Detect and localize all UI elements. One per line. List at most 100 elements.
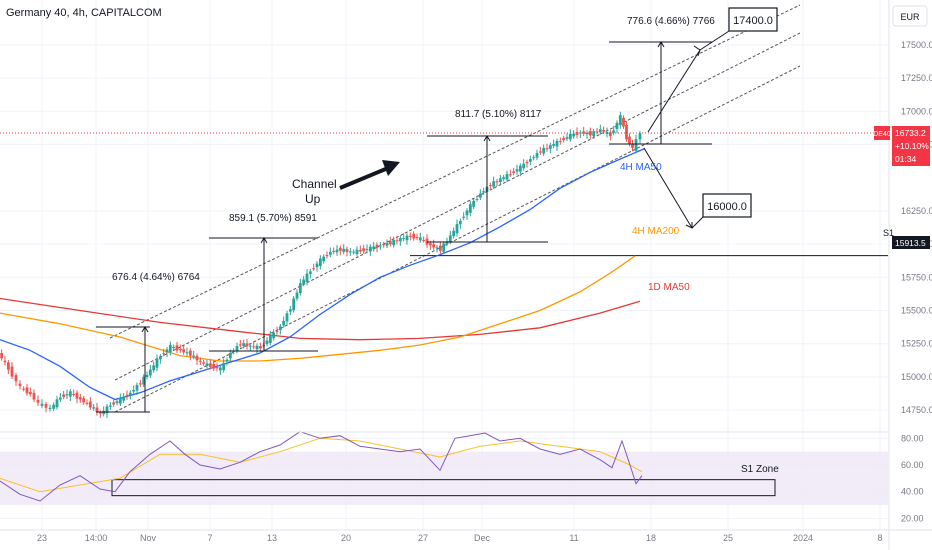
candle-body [228,352,232,359]
currency-label[interactable]: EUR [900,12,920,22]
price-tick-label: 15000.0 [901,372,932,382]
measure-4-label: 776.6 (4.66%) 7766 [627,16,715,27]
candle-body [492,181,496,187]
candle-body [315,263,319,268]
target-down-label: 16000.0 [707,201,747,213]
candle-body [575,131,579,135]
candle-body [478,193,482,198]
symbol-tag-bg [874,126,890,140]
rsi-tick-label: 40.00 [901,487,924,497]
candle-body [348,251,352,253]
candle-body [14,375,18,382]
candle-body [365,248,369,250]
indicator-lines [0,132,888,502]
s1-label: S1 [883,228,894,238]
time-tick-label: 13 [267,533,277,543]
candle-body [142,376,146,385]
price-tick-label: 15500.0 [901,305,932,315]
candle-body [125,394,129,397]
candle-body [412,233,416,239]
measurement-tools[interactable] [96,30,730,413]
candle-body [258,346,262,349]
candle-body [40,403,44,406]
rsi-s1-zone-box [111,479,776,497]
candle-body [292,298,296,311]
candle-body [28,391,32,395]
candle-body [515,169,519,172]
candle-body [418,237,422,241]
measure-arrow [141,326,149,333]
grid [0,0,888,530]
candle-body [482,191,486,193]
candle-body [608,132,612,136]
candle-body [455,224,459,234]
candle-body [298,283,302,294]
candle-body [308,271,312,274]
candle-body [378,245,382,247]
candle-body [52,404,56,409]
candle-body [3,360,7,363]
candle-body [48,408,52,410]
candle-body [265,340,269,345]
candle-body [422,239,426,241]
candle-body [542,147,546,154]
candle-body [528,159,532,162]
target-up-box[interactable] [728,7,778,32]
candle-body [58,397,62,400]
candle-body [78,397,82,400]
candle-body [625,124,628,140]
candle-body [332,250,336,252]
candle-body [468,204,472,213]
candle-body [175,345,179,351]
channel-upper [109,4,801,339]
candle-body [325,254,329,257]
symbol-tag: DE40 [873,131,891,138]
rsi-tick-label: 60.00 [901,460,924,470]
candle-body [218,367,222,371]
candle-body [112,402,116,405]
candle-body [565,136,569,139]
candle-body [512,171,516,173]
channel-label-1: Channel [292,177,337,191]
rsi-tick-label: 20.00 [901,513,924,523]
target-down-box[interactable] [702,193,752,218]
candle-body [302,279,306,284]
candle-body [435,247,439,249]
time-tick-label: 27 [418,533,428,543]
candle-body [115,401,119,403]
measure-arrow [657,41,665,48]
candle-body [385,242,389,246]
measure-2-label: 859.1 (5.70%) 8591 [229,213,317,224]
candle-body [638,133,642,140]
price-tag-bg [892,126,930,166]
candle-body [235,346,239,352]
candle-body [318,258,322,266]
candle-body [338,247,342,251]
candle-body [535,153,539,158]
s1-tag-bg [892,236,930,249]
candle-body [248,345,252,347]
measure-arrow [260,237,268,244]
candle-body [345,249,349,252]
candle-body [168,344,172,352]
candle-body [592,131,596,137]
candle-body [462,216,466,218]
candle-body [518,165,522,172]
channel-label-2: Up [305,192,321,206]
candle-body [578,132,582,134]
price-tick-label: 17500.0 [901,40,932,50]
rsi-band [0,451,888,505]
candle-body [615,122,619,130]
currency-button-bg[interactable] [892,5,928,27]
rsi-zone-layer [0,451,888,505]
target-up-label: 17400.0 [733,15,773,27]
candle-body [562,138,566,141]
ma50-4h-line [0,147,646,401]
candle-body [172,346,176,348]
candle-body [212,363,216,369]
ma200-4h-line [0,255,636,362]
candle-body [178,349,182,351]
candle-body [355,249,359,255]
